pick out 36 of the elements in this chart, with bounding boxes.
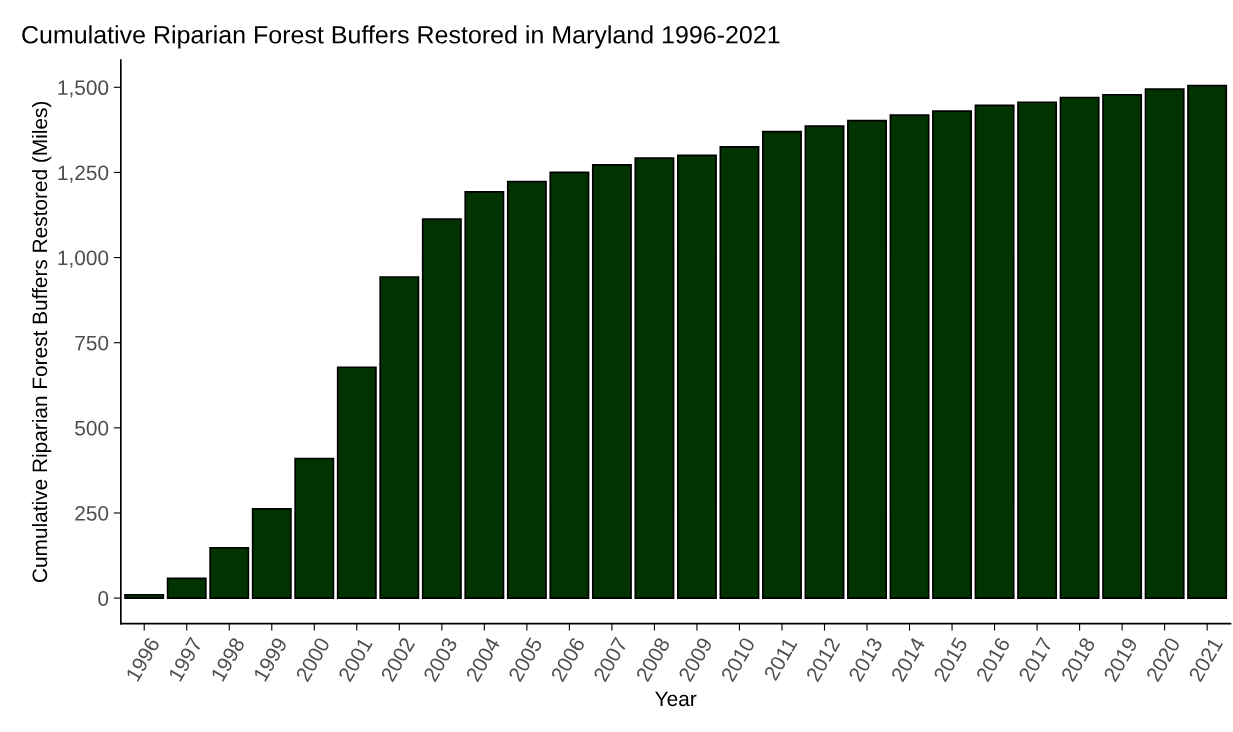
y-tick-label: 1,250 [58, 165, 109, 183]
bar [676, 154, 717, 599]
bar [209, 546, 250, 599]
y-tick-label: 500 [75, 420, 109, 436]
bar [634, 157, 675, 599]
chart-title: Cumulative Riparian Forest Buffers Restored in Maryland 1996-2021 [22, 25, 780, 49]
bar [379, 276, 420, 599]
bar [294, 457, 335, 599]
bar [847, 119, 887, 599]
bar [1059, 96, 1100, 599]
bar [1102, 93, 1143, 599]
y-tick-label: 1,500 [58, 80, 109, 98]
bar [591, 164, 632, 599]
bar [974, 104, 1015, 599]
bar [124, 593, 165, 599]
y-tick-label: 250 [75, 505, 109, 521]
y-tick-label: 1,000 [58, 250, 109, 268]
bar [889, 114, 930, 599]
bar [549, 171, 590, 599]
y-tick-label: 750 [75, 335, 109, 351]
bar [1187, 84, 1228, 599]
y-axis-title: Cumulative Riparian Forest Buffers Restored (Miles) [31, 101, 52, 582]
bar [1144, 88, 1185, 599]
bar [804, 125, 845, 599]
bar [1017, 101, 1058, 599]
bar [932, 110, 973, 599]
bar [421, 218, 462, 599]
bar [762, 130, 802, 599]
bar [719, 146, 760, 599]
bar [506, 180, 547, 599]
x-axis-title: Year [655, 691, 697, 707]
bar [251, 508, 292, 599]
bar [166, 577, 207, 599]
bar [336, 366, 377, 599]
bar [464, 190, 505, 599]
y-tick-label: 0 [98, 591, 109, 606]
